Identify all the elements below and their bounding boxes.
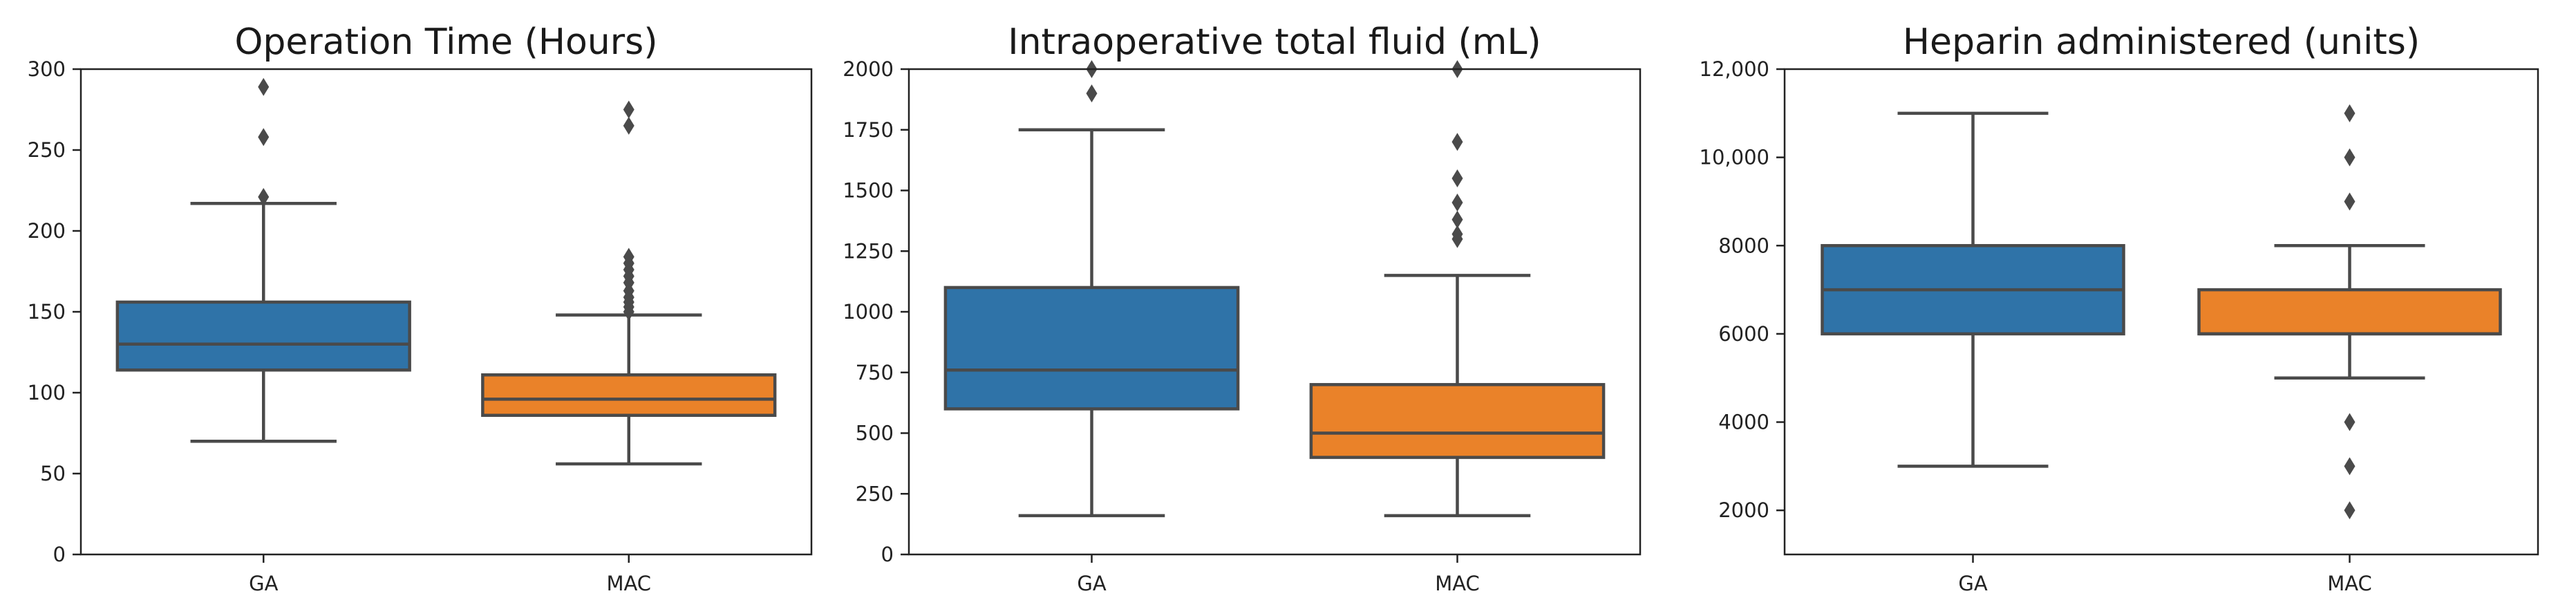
iqr-box xyxy=(2197,288,2502,336)
y-tick-label: 8000 xyxy=(1718,234,1769,257)
outlier-point xyxy=(258,187,270,206)
iqr-box xyxy=(943,286,1240,411)
y-tick-label: 0 xyxy=(881,543,894,566)
y-tick-label: 250 xyxy=(28,138,66,162)
y-tick-label: 100 xyxy=(28,381,66,404)
y-tick-label: 10,000 xyxy=(1700,146,1769,169)
chart-2: Intraoperative total fluid (mL) 0 250 500 75… xyxy=(843,21,1642,595)
y-tick-label: 500 xyxy=(856,422,894,445)
outlier-point xyxy=(2344,457,2356,476)
iqr-box xyxy=(115,300,411,372)
outlier-point xyxy=(623,248,634,266)
box-ga xyxy=(943,60,1240,518)
box-ga xyxy=(115,77,411,443)
y-tick-label: 750 xyxy=(856,361,894,384)
outlier-point xyxy=(2344,413,2356,431)
y-tick-label: 250 xyxy=(856,482,894,505)
box-mac xyxy=(2197,104,2502,520)
outlier-point xyxy=(1451,194,1463,212)
x-tick-label: GA xyxy=(249,572,278,595)
y-tick-label: 12,000 xyxy=(1700,57,1769,81)
outlier-point xyxy=(2344,148,2356,167)
y-tick-label: 1500 xyxy=(843,179,894,203)
x-tick-label: MAC xyxy=(606,572,651,595)
y-tick-label: 300 xyxy=(28,57,66,81)
outlier-point xyxy=(623,100,634,119)
outlier-point xyxy=(1451,133,1463,151)
outlier-point xyxy=(2344,501,2356,520)
outlier-point xyxy=(1451,225,1463,243)
outlier-point xyxy=(1086,84,1098,103)
y-tick-label: 4000 xyxy=(1718,411,1769,434)
y-tick-label: 50 xyxy=(40,462,66,485)
y-tick-label: 2000 xyxy=(1718,498,1769,522)
y-tick-label: 1000 xyxy=(843,300,894,324)
chart-title: Operation Time (Hours) xyxy=(234,21,657,63)
plot-frame xyxy=(908,68,1642,556)
chart-3: Heparin administered (units) 2000 4000 6000… xyxy=(1700,21,2539,595)
outlier-point xyxy=(623,116,634,135)
plot-frame xyxy=(1783,68,2539,556)
chart-title: Heparin administered (units) xyxy=(1903,21,2420,63)
y-tick-label: 6000 xyxy=(1718,322,1769,346)
outlier-point xyxy=(258,128,270,147)
y-tick-label: 150 xyxy=(28,300,66,324)
chart-1: Operation Time (Hours) 0 50 100 150 200 250 300… xyxy=(28,21,813,595)
x-tick-label: MAC xyxy=(2327,572,2372,595)
box-mac xyxy=(481,100,777,466)
y-tick-label: 1750 xyxy=(843,118,894,142)
y-tick-label: 1250 xyxy=(843,239,894,263)
chart-title: Intraoperative total fluid (mL) xyxy=(1008,21,1541,63)
box-mac xyxy=(1309,60,1606,518)
x-tick-label: GA xyxy=(1958,572,1987,595)
outlier-point xyxy=(1451,169,1463,187)
y-tick-label: 2000 xyxy=(843,57,894,81)
plot-frame xyxy=(79,68,813,556)
outlier-point xyxy=(2344,192,2356,211)
y-tick-label: 0 xyxy=(53,543,66,566)
x-tick-label: MAC xyxy=(1435,572,1480,595)
x-tick-label: GA xyxy=(1077,572,1106,595)
outlier-point xyxy=(1451,210,1463,229)
y-tick-label: 200 xyxy=(28,219,66,243)
box-ga xyxy=(1821,111,2125,468)
outlier-point xyxy=(2344,104,2356,122)
outlier-point xyxy=(258,77,270,96)
iqr-box xyxy=(481,373,777,418)
iqr-box xyxy=(1309,383,1606,459)
